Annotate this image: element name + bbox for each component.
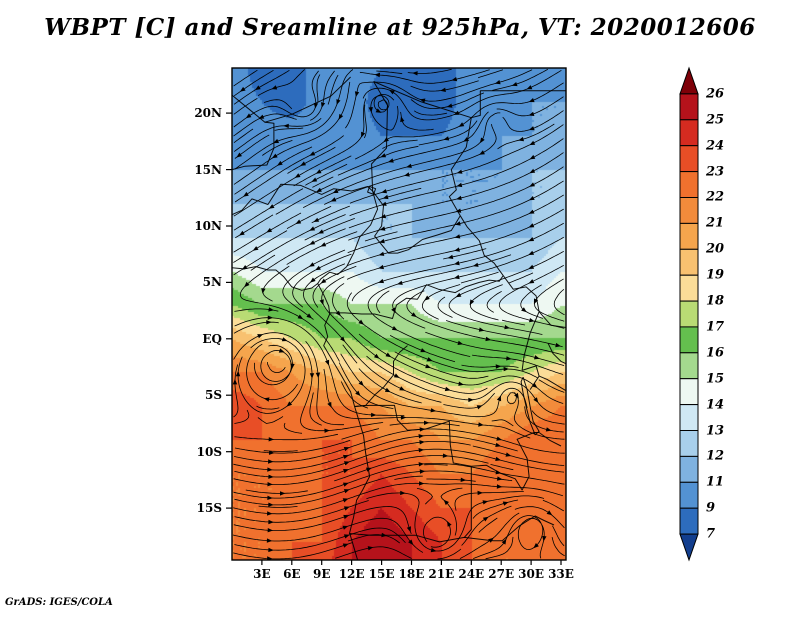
colorbar (679, 66, 699, 562)
y-tick-label: 20N (194, 106, 222, 121)
x-tick-label: 3E (253, 567, 271, 581)
colorbar-label: 9 (706, 500, 716, 516)
x-tick-label: 21E (428, 567, 455, 581)
x-tick-label: 12E (338, 567, 365, 581)
y-tick-label: 10N (194, 218, 222, 233)
streamlines (232, 68, 565, 560)
colorbar-label: 15 (706, 371, 725, 387)
x-tick-label: 6E (283, 567, 301, 581)
x-tick-label: 30E (518, 567, 545, 581)
colorbar-label: 19 (706, 267, 725, 283)
colorbar-label: 14 (706, 397, 725, 413)
colorbar-label: 18 (706, 293, 725, 309)
x-tick-label: 9E (312, 567, 331, 581)
colorbar-label: 22 (706, 189, 725, 205)
y-tick-label: 15N (194, 162, 222, 177)
colorbar-label: 13 (706, 423, 725, 439)
x-tick-label: 15E (368, 567, 395, 581)
plot-area (232, 68, 566, 560)
colorbar-label: 21 (706, 215, 725, 231)
chart-title: WBPT [C] and Sreamline at 925hPa, VT: 20… (44, 14, 756, 41)
credit-text: GrADS: IGES/COLA (5, 597, 113, 608)
streamlines-overlay (232, 68, 566, 560)
colorbar-label: 17 (706, 319, 725, 335)
x-tick-label: 18E (398, 567, 425, 581)
colorbar-label: 11 (706, 474, 725, 490)
colorbar-label: 25 (706, 112, 725, 128)
colorbar-label: 20 (706, 241, 725, 257)
y-tick-label: EQ (202, 331, 222, 346)
y-tick-label: 15S (196, 501, 222, 516)
y-tick-label: 10S (196, 444, 222, 459)
x-tick-label: 33E (548, 567, 574, 581)
colorbar-label: 24 (706, 138, 725, 154)
y-tick-label: 5N (202, 275, 222, 290)
y-tick-label: 5S (204, 388, 222, 403)
colorbar-label: 12 (706, 448, 725, 464)
colorbar-label: 7 (706, 526, 716, 542)
colorbar-label: 23 (706, 164, 725, 180)
x-tick-label: 27E (488, 567, 515, 581)
x-tick-label: 24E (458, 567, 485, 581)
colorbar-label: 26 (706, 86, 725, 102)
colorbar-label: 16 (706, 345, 725, 361)
